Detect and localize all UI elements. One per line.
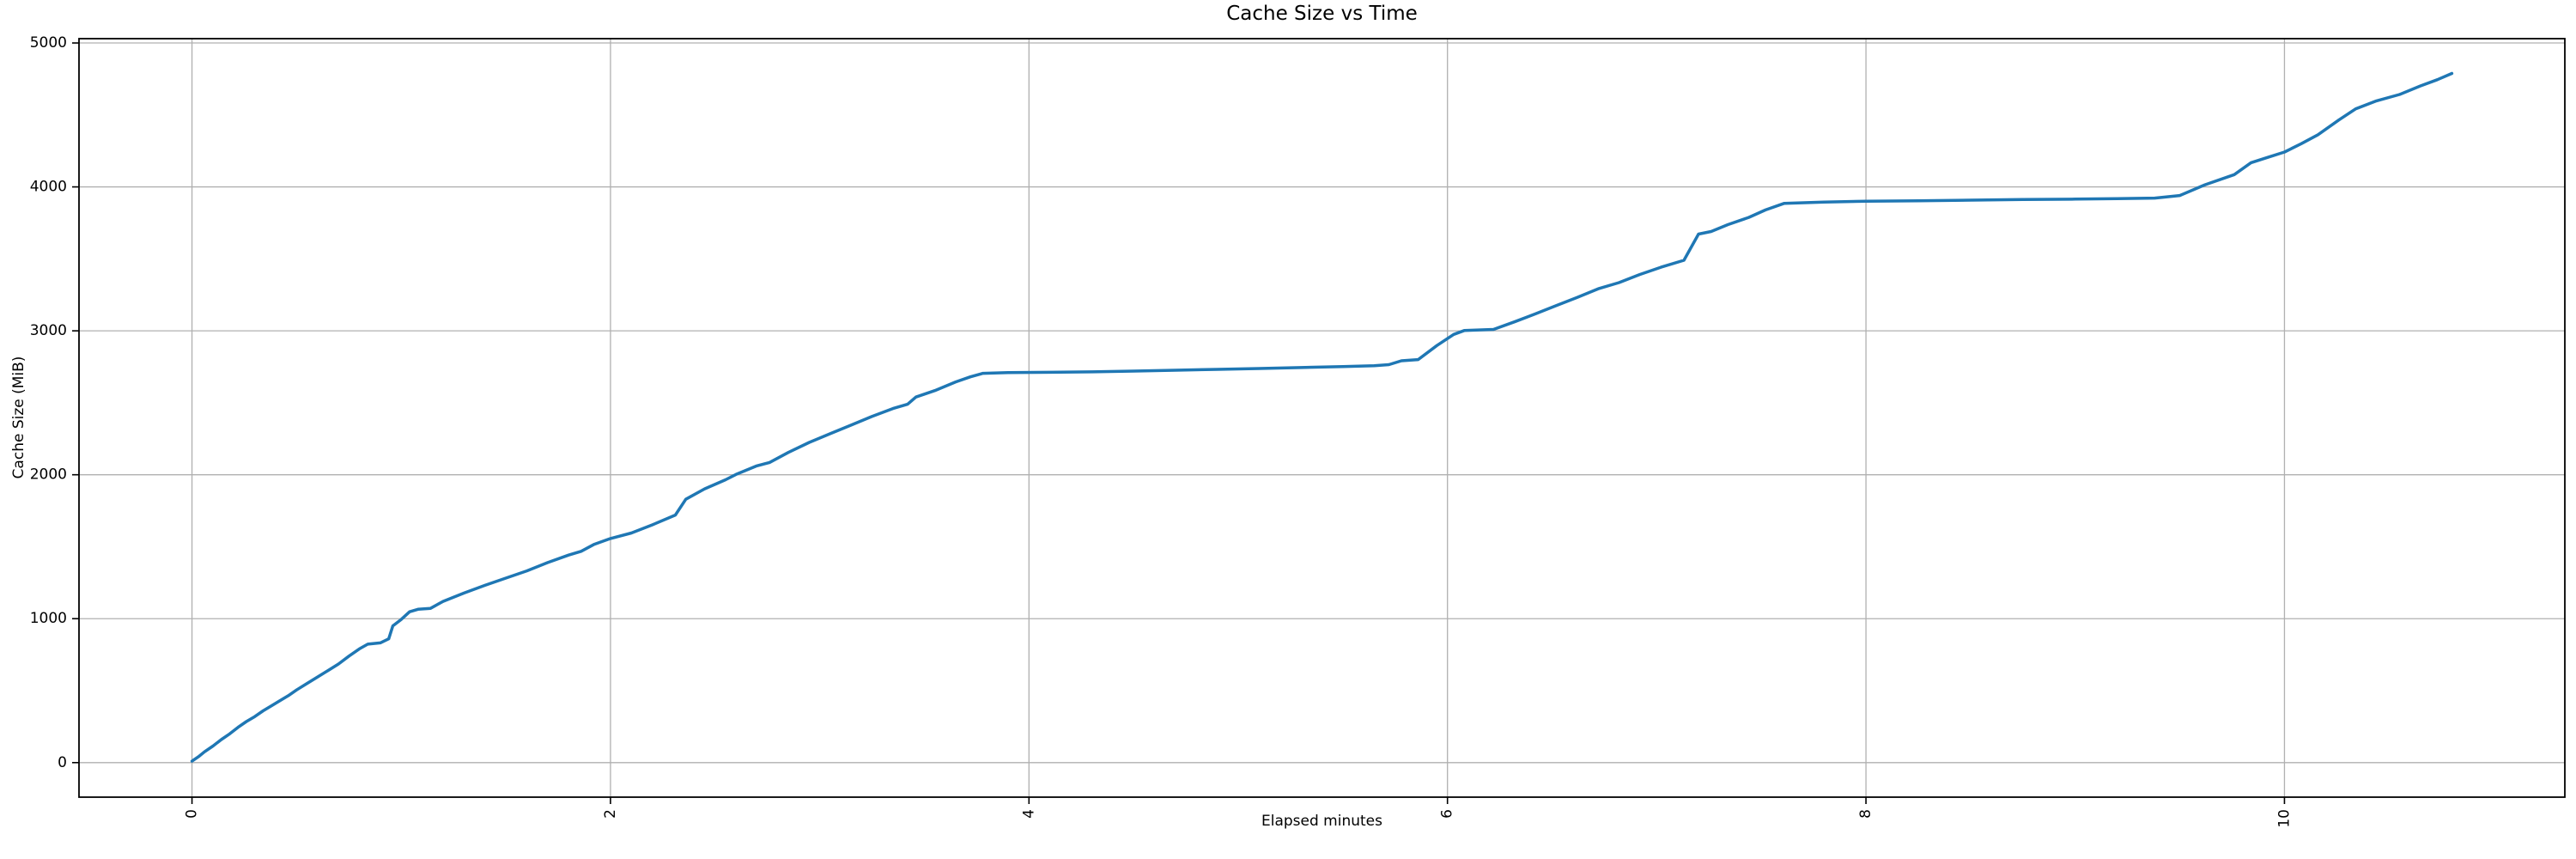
y-tick-label-4000: 4000 [30, 179, 67, 196]
x-tick-label-10: 10 [2275, 809, 2293, 828]
y-axis-title: Cache Size (MiB) [10, 356, 27, 479]
x-tick-label-6: 6 [1439, 809, 1456, 819]
x-tick-label-0: 0 [184, 809, 201, 819]
x-axis-title: Elapsed minutes [1261, 813, 1382, 830]
x-tick-label-2: 2 [602, 809, 619, 819]
y-tick-label-0: 0 [58, 754, 67, 771]
y-tick-label-3000: 3000 [30, 322, 67, 339]
x-tick-label-4: 4 [1020, 809, 1037, 819]
x-tick-label-8: 8 [1857, 809, 1874, 819]
y-tick-label-5000: 5000 [30, 34, 67, 52]
y-tick-label-1000: 1000 [30, 610, 67, 627]
plot-frame [78, 38, 2566, 798]
y-tick-label-2000: 2000 [30, 466, 67, 484]
chart-title: Cache Size vs Time [1226, 3, 1418, 25]
series-line-cache-size [190, 71, 2454, 763]
